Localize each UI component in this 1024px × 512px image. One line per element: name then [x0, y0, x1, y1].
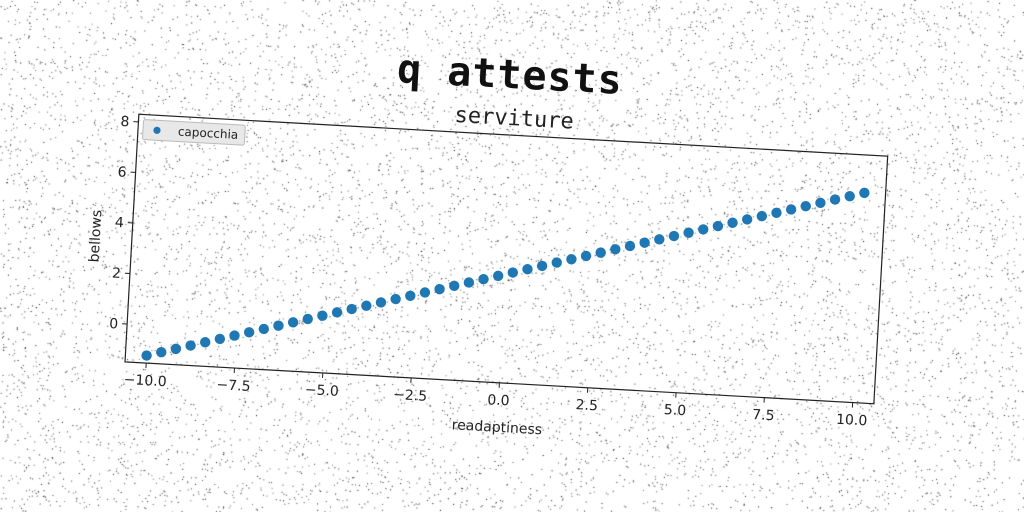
data-point [492, 270, 504, 282]
data-point [375, 297, 387, 308]
data-point [756, 210, 768, 222]
data-point [214, 333, 226, 345]
y-tick-label: 2 [112, 265, 122, 281]
data-point [258, 323, 270, 335]
data-point [449, 280, 460, 292]
data-point [522, 264, 533, 275]
data-point [536, 260, 548, 272]
legend-label-capocchia: capocchia [178, 125, 239, 142]
data-point [683, 227, 694, 238]
data-point [287, 317, 299, 328]
plot-title: serviture [454, 103, 574, 135]
data-point [141, 350, 152, 361]
data-point [390, 293, 401, 305]
data-point [156, 346, 167, 358]
data-point [273, 320, 284, 331]
x-tick-label: 2.5 [575, 397, 598, 414]
data-point [639, 237, 650, 248]
data-point [595, 247, 606, 258]
data-point [361, 300, 372, 311]
data-point [551, 257, 562, 268]
data-point [654, 234, 665, 245]
data-point [229, 330, 240, 341]
data-point [463, 277, 475, 288]
data-point [771, 207, 782, 218]
y-tick-label: 8 [120, 114, 130, 130]
data-point [859, 187, 870, 199]
legend-box [142, 119, 246, 146]
data-point [698, 224, 709, 235]
y-tick-label: 0 [109, 316, 119, 332]
x-tick-label: 10.0 [836, 412, 868, 430]
data-point [800, 200, 811, 212]
series-capocchia-points [141, 187, 870, 361]
data-point [331, 307, 343, 318]
x-axis-label: readaptiness [451, 417, 542, 438]
legend: capocchia [142, 119, 246, 146]
data-point [434, 283, 445, 295]
x-tick-label: −10.0 [123, 372, 167, 390]
x-tick-label: 7.5 [752, 407, 775, 424]
data-point [170, 343, 182, 355]
x-tick-label: −5.0 [304, 382, 339, 400]
y-tick-label: 6 [117, 164, 127, 180]
x-tick-label: −2.5 [393, 387, 428, 405]
data-point [712, 220, 724, 232]
y-tick-label: 4 [114, 215, 124, 231]
data-point [478, 273, 489, 285]
data-point [610, 244, 621, 255]
x-tick-label: −7.5 [216, 377, 251, 395]
data-point [185, 340, 196, 351]
data-point [668, 230, 680, 242]
data-point [419, 287, 431, 298]
y-axis-ticks: 0 2 4 6 8 [109, 114, 139, 332]
x-tick-label: 0.0 [487, 392, 510, 409]
data-point [829, 194, 841, 205]
data-point [243, 327, 255, 338]
data-point [580, 250, 592, 262]
data-point [507, 267, 519, 278]
data-point [624, 240, 636, 252]
y-axis-label: bellows [87, 209, 106, 262]
data-point [566, 254, 577, 265]
data-point [727, 217, 738, 228]
data-point [346, 303, 357, 315]
x-axis-ticks: −10.0 −7.5 −5.0 −2.5 0.0 2.5 5.0 7.5 10.0 [123, 363, 868, 430]
data-point [317, 310, 328, 321]
data-point [741, 214, 753, 225]
data-point [844, 190, 855, 202]
data-point [405, 290, 416, 301]
plot-area-frame [124, 113, 889, 405]
data-point [200, 337, 211, 348]
x-tick-label: 5.0 [663, 402, 686, 419]
data-point [785, 204, 797, 215]
legend-marker-capocchia [153, 126, 161, 134]
data-point [302, 313, 313, 325]
data-point [815, 197, 826, 209]
